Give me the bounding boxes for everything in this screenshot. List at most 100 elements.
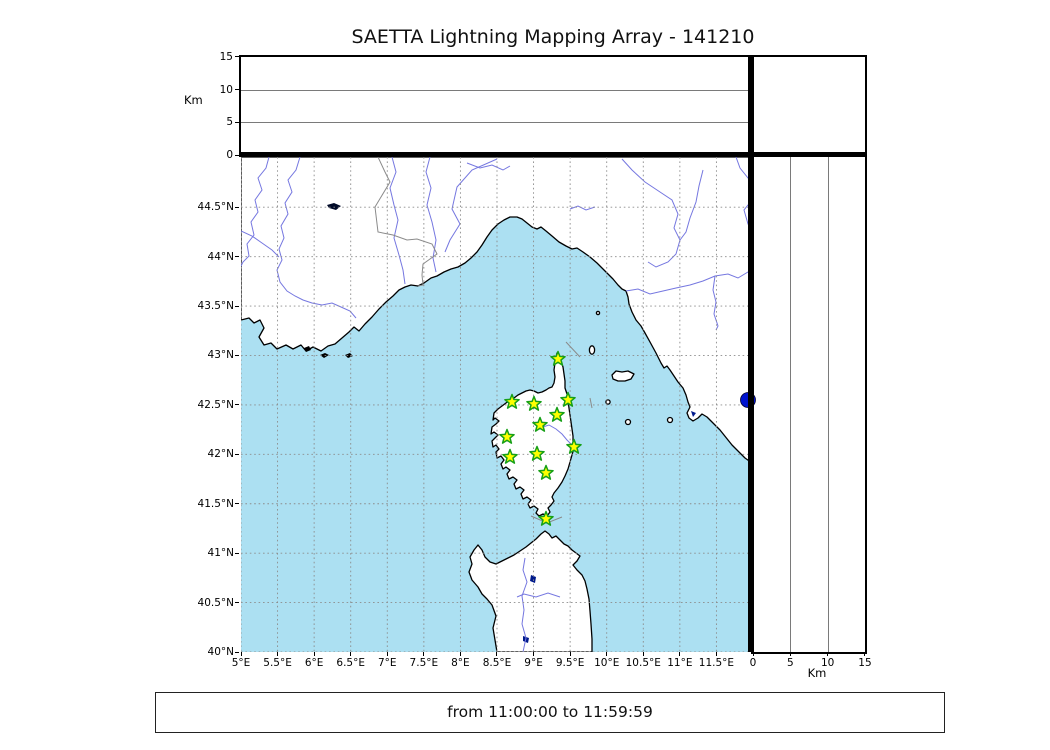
altitude-tick-mark — [235, 154, 239, 156]
altitude-tick-mark — [864, 652, 866, 656]
latitude-tick-label: 43.5°N — [197, 300, 234, 313]
latitude-tick-label: 40.5°N — [197, 596, 234, 609]
latitude-tick-mark — [235, 651, 239, 653]
altitude-latitude-panel — [751, 155, 867, 654]
altitude-tick-label: 10 — [219, 83, 233, 96]
longitude-tick-mark — [350, 652, 352, 656]
longitude-tick-mark — [569, 652, 571, 656]
longitude-tick-label: 6.5°E — [336, 657, 365, 669]
longitude-tick-label: 6°E — [304, 657, 324, 669]
lakes — [304, 203, 696, 643]
altitude-tick-label: 5 — [786, 657, 794, 669]
landmasses — [241, 157, 752, 652]
lma-station-marker — [526, 395, 542, 411]
longitude-tick-label: 11.5°E — [698, 657, 735, 669]
longitude-tick-label: 10°E — [594, 657, 620, 669]
latitude-tick-label: 41.5°N — [197, 497, 234, 510]
longitude-tick-mark — [642, 652, 644, 656]
altitude-gridline-10km — [827, 157, 829, 652]
longitude-tick-label: 8°E — [451, 657, 470, 669]
lma-station-marker — [549, 406, 565, 422]
longitude-tick-label: 5°E — [231, 657, 251, 669]
altitude-tick-mark — [827, 652, 829, 656]
longitude-tick-mark — [423, 652, 425, 656]
latitude-tick-mark — [235, 453, 239, 455]
longitude-tick-mark — [496, 652, 498, 656]
latitude-tick-label: 42.5°N — [197, 398, 234, 411]
lma-station-marker — [560, 391, 576, 407]
altitude-gridline-5km — [241, 122, 752, 124]
lma-station-marker — [566, 438, 582, 454]
altitude-longitude-panel — [239, 55, 754, 157]
longitude-tick-mark — [679, 652, 681, 656]
latitude-tick-label: 41°N — [207, 547, 234, 560]
longitude-tick-mark — [240, 652, 242, 656]
latitude-tick-label: 40°N — [207, 646, 234, 658]
time-range-box: from 11:00:00 to 11:59:59 — [155, 692, 945, 733]
altitude-gridline-10km — [241, 89, 752, 91]
latitude-tick-mark — [235, 305, 239, 307]
latitude-tick-label: 43°N — [207, 349, 234, 362]
longitude-tick-label: 5.5°E — [263, 657, 292, 669]
lma-station-marker — [529, 445, 545, 461]
longitude-tick-mark — [606, 652, 608, 656]
altitude-tick-mark — [235, 121, 239, 123]
altitude-tick-label: 0 — [749, 657, 757, 669]
lma-station-marker — [532, 416, 548, 432]
chart-line-east — [589, 397, 593, 409]
longitude-tick-mark — [313, 652, 315, 656]
latitude-tick-label: 42°N — [207, 448, 234, 461]
altitude-tick-label: 15 — [858, 657, 872, 669]
panel-divider-vertical — [748, 55, 754, 652]
time-range-label: from 11:00:00 to 11:59:59 — [447, 703, 653, 721]
km-axis-label-left: Km — [184, 93, 203, 107]
altitude-tick-mark — [235, 56, 239, 58]
france-italy-border — [374, 157, 438, 287]
longitude-tick-mark — [459, 652, 461, 656]
altitude-tick-label: 15 — [219, 50, 233, 63]
latitude-tick-mark — [235, 354, 239, 356]
longitude-tick-label: 9°E — [524, 657, 543, 669]
latitude-tick-mark — [235, 503, 239, 505]
longitude-tick-mark — [277, 652, 279, 656]
latitude-tick-mark — [235, 552, 239, 554]
altitude-tick-mark — [752, 652, 754, 656]
latitude-tick-label: 44°N — [207, 250, 234, 263]
latitude-tick-label: 44.5°N — [197, 201, 234, 214]
longitude-tick-label: 10.5°E — [625, 657, 661, 669]
chart-line-capcorse — [565, 341, 581, 358]
gorgona-island — [595, 310, 601, 316]
lma-station-marker — [538, 510, 554, 526]
longitude-tick-label: 11°E — [667, 657, 693, 669]
panel-divider-horizontal — [239, 152, 867, 157]
altitude-tick-mark — [235, 89, 239, 91]
lma-stations-layer — [499, 350, 582, 526]
latitude-tick-mark — [235, 404, 239, 406]
longitude-tick-label: 7.5°E — [409, 657, 439, 669]
figure-title: SAETTA Lightning Mapping Array - 141210 — [351, 26, 755, 48]
altitude-tick-label: 5 — [226, 116, 233, 129]
pianosa-island — [605, 399, 611, 405]
map-canvas — [241, 157, 752, 652]
lake-coghinas — [530, 575, 536, 583]
lma-station-marker — [499, 428, 515, 444]
lma-station-marker — [502, 448, 518, 464]
lma-station-marker — [504, 393, 520, 409]
hyeres-islands — [304, 346, 353, 358]
corner-panel — [751, 55, 867, 157]
lma-station-marker — [538, 464, 554, 480]
latitude-tick-mark — [235, 602, 239, 604]
latitude-tick-mark — [235, 256, 239, 258]
latitude-tick-mark — [235, 206, 239, 208]
argentario-lagoon — [691, 411, 696, 417]
longitude-tick-label: 9.5°E — [555, 657, 585, 669]
longitude-tick-label: 8.5°E — [482, 657, 512, 669]
longitude-tick-mark — [533, 652, 535, 656]
lma-station-marker — [550, 350, 566, 366]
longitude-tick-mark — [386, 652, 388, 656]
altitude-tick-mark — [789, 652, 791, 656]
lake-serre-poncon — [327, 203, 341, 210]
montecristo-island — [624, 418, 632, 426]
altitude-tick-label: 0 — [226, 149, 233, 161]
